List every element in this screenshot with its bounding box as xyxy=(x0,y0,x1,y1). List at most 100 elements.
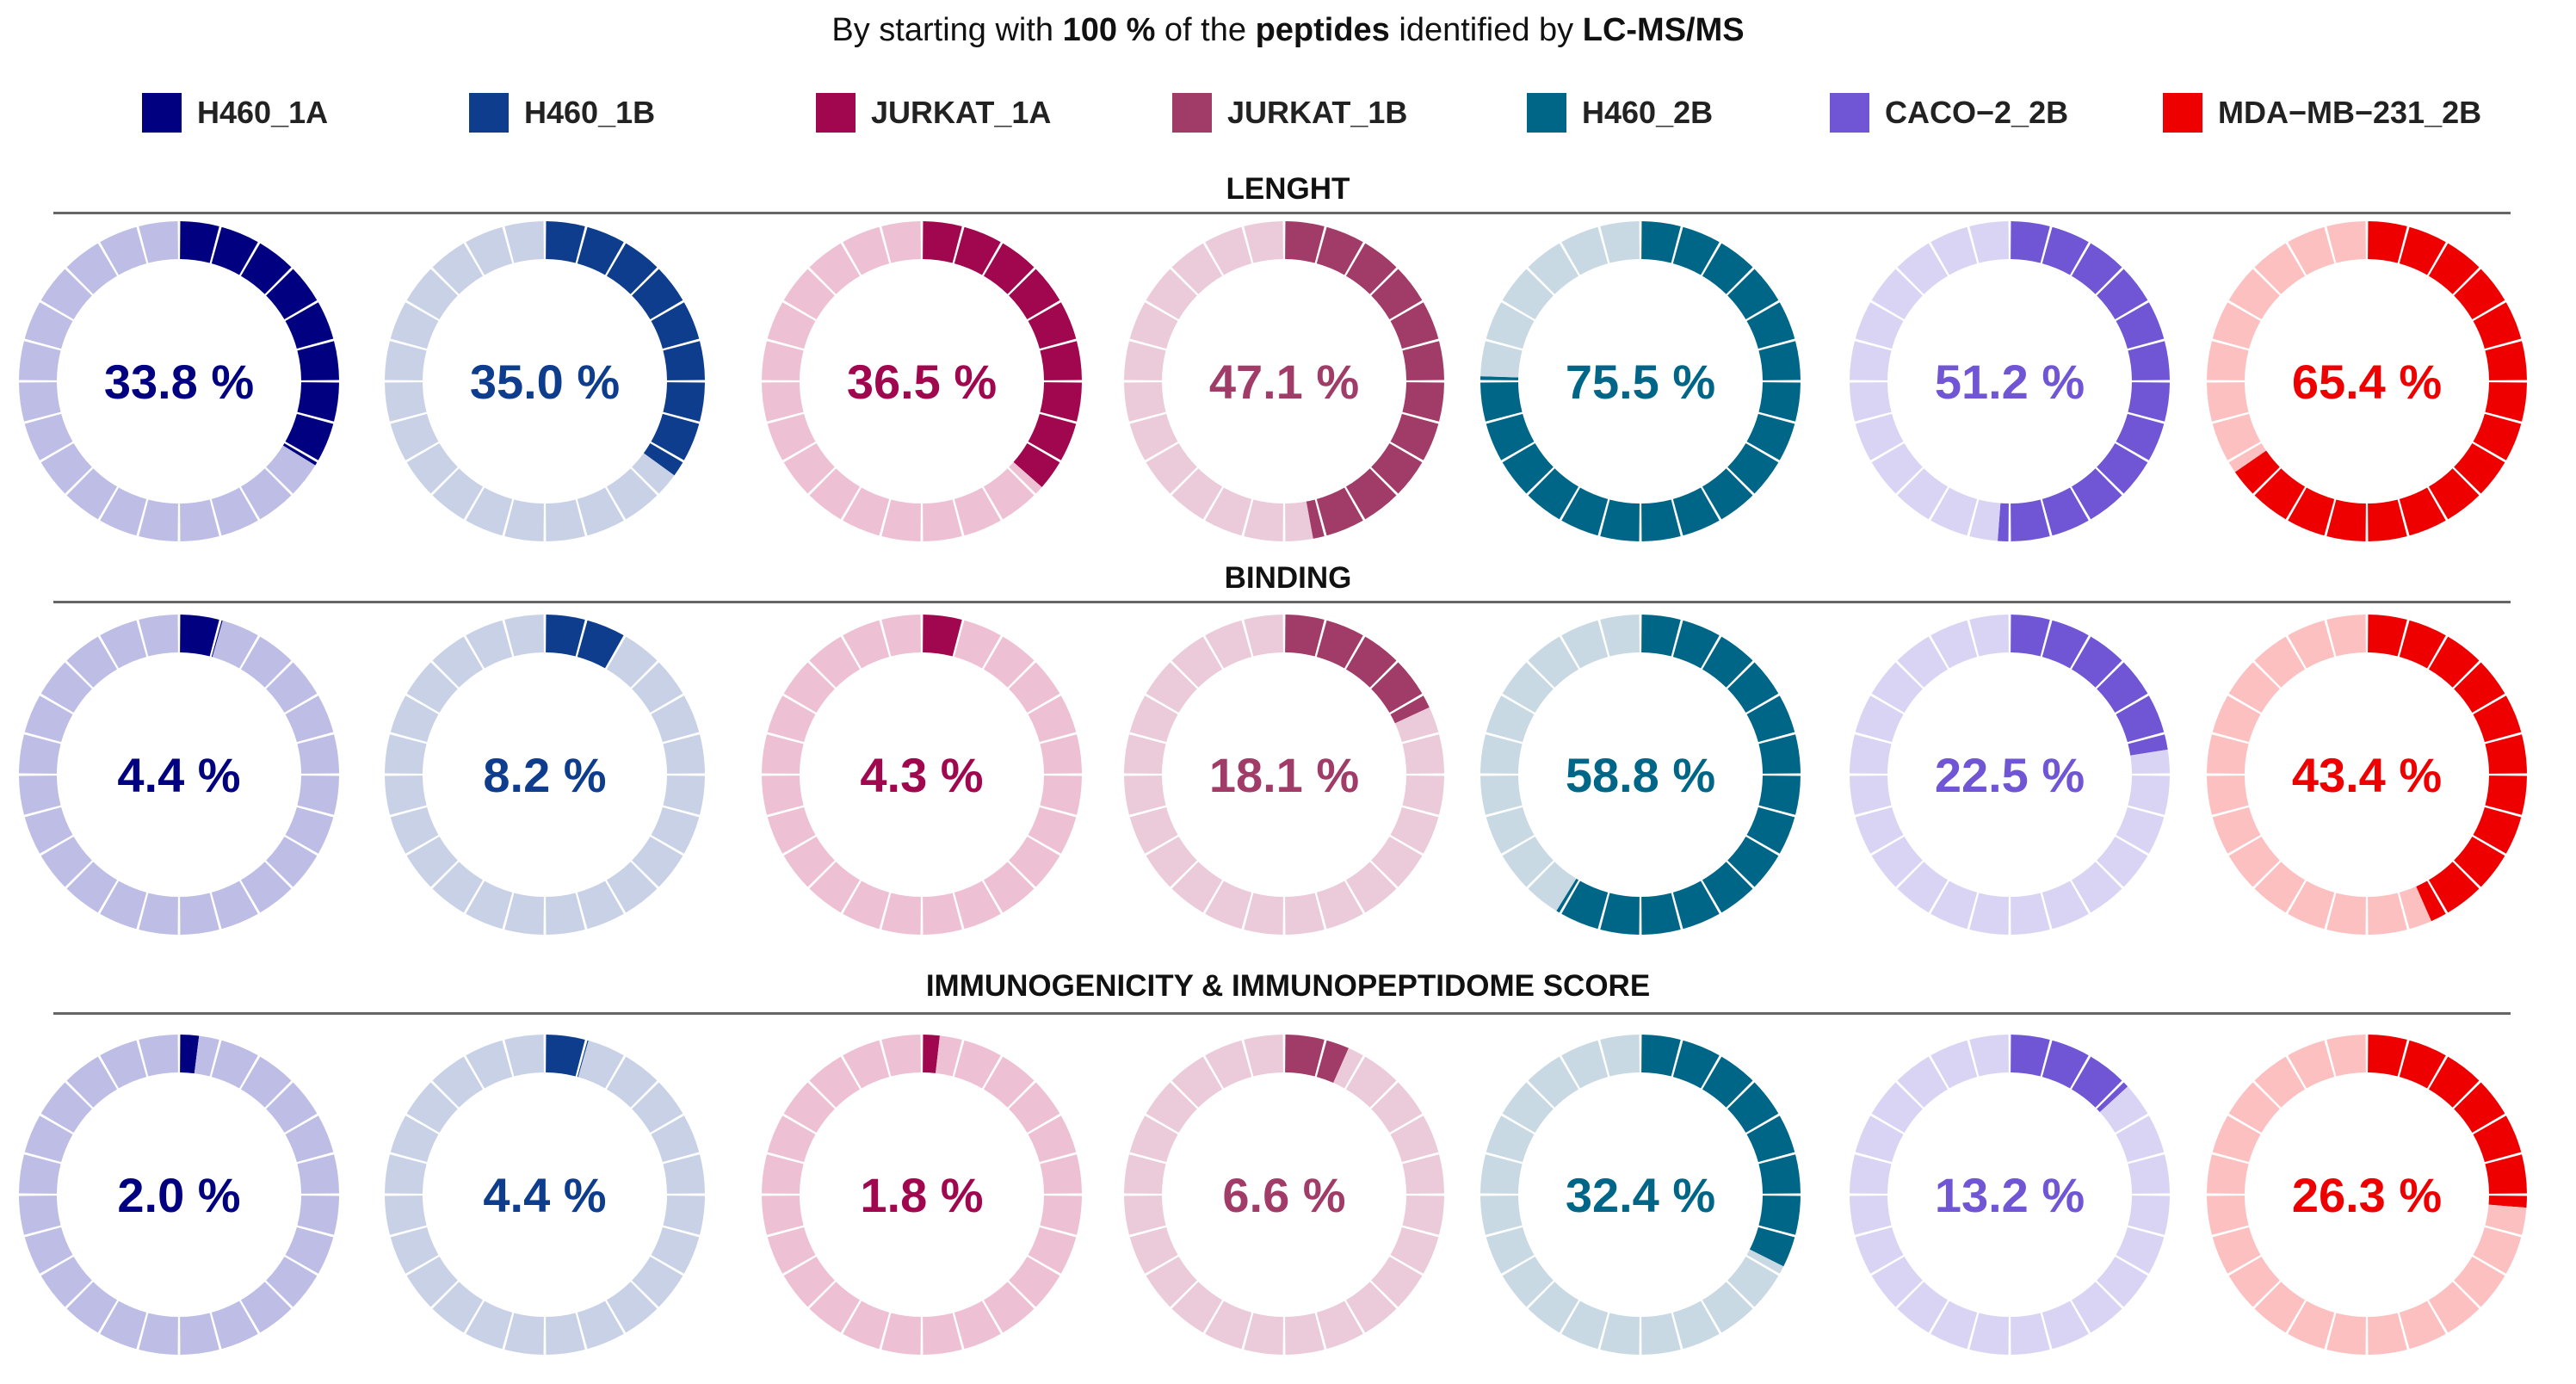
donut-segment-empty xyxy=(1871,662,1923,714)
donut-segment-empty xyxy=(1850,382,1892,422)
donut-segment-empty xyxy=(1124,775,1166,815)
donut-segment-empty xyxy=(1028,806,1077,854)
donut-segment-empty xyxy=(1009,1082,1060,1134)
donut-segment-empty xyxy=(1850,1154,1892,1194)
donut-segment-empty xyxy=(1528,243,1579,294)
donut-segment-empty xyxy=(1561,1301,1609,1350)
donut-segment-empty xyxy=(1480,1154,1523,1194)
donut-segment-empty xyxy=(211,1040,258,1089)
donut-segment-filled xyxy=(1285,615,1325,657)
donut-1-h460-1a: 33.8 % xyxy=(19,221,339,541)
donut-segment-empty xyxy=(1285,1313,1325,1355)
donut-segment-filled xyxy=(2428,636,2480,688)
donut-percent-label: 1.8 % xyxy=(860,1168,983,1222)
donut-segment-empty xyxy=(2212,413,2261,460)
donut-segment-filled xyxy=(2454,662,2505,714)
donut-segment-empty xyxy=(1129,1115,1178,1163)
donut-percent-label: 35.0 % xyxy=(470,355,620,409)
legend-item-h460-1a: H460_1A xyxy=(142,93,328,133)
donut-percent-label: 2.0 % xyxy=(117,1168,240,1222)
donut-segment-empty xyxy=(194,1035,219,1077)
donut-segment-empty xyxy=(762,734,804,774)
legend-swatch xyxy=(1172,93,1212,133)
donut-segment-empty xyxy=(240,636,292,688)
donut-segment-filled xyxy=(1561,880,1609,930)
donut-segment-empty xyxy=(1171,468,1223,520)
donut-segment-empty xyxy=(406,442,458,494)
donut-segment-empty xyxy=(2326,1035,2366,1077)
donut-segment-filled xyxy=(954,226,1001,275)
donut-segment-empty xyxy=(240,468,292,520)
donut-segment-empty xyxy=(66,1056,118,1108)
donut-segment-filled xyxy=(983,243,1035,294)
donut-3-jurkat-1a: 1.8 % xyxy=(762,1035,1082,1355)
legend-item-jurkat-1a: JURKAT_1A xyxy=(816,93,1051,133)
donut-segment-empty xyxy=(1040,1196,1082,1235)
donut-segment-empty xyxy=(1009,836,1060,887)
donut-segment-filled xyxy=(1502,442,1554,494)
donut-segment-filled xyxy=(180,615,219,657)
donut-segment-empty xyxy=(1486,1226,1535,1274)
donut-segment-filled xyxy=(2116,413,2165,460)
donut-segment-empty xyxy=(266,1256,318,1307)
donut-segment-filled xyxy=(651,302,700,349)
donut-segment-empty xyxy=(1600,615,1640,657)
donut-segment-filled xyxy=(2368,615,2407,657)
donut-segment-filled xyxy=(1528,468,1579,520)
donut-segment-filled xyxy=(1040,382,1082,422)
donut-segment-empty xyxy=(1390,1226,1439,1274)
donut-segment-empty xyxy=(881,499,921,541)
donut-segment-empty xyxy=(546,893,585,935)
donut-segment-empty xyxy=(809,1056,861,1108)
donut-segment-empty xyxy=(406,1256,458,1307)
donut-segment-empty xyxy=(2130,749,2170,774)
title-mid1: of the xyxy=(1155,12,1256,48)
donut-segment-empty xyxy=(1897,468,1949,520)
donut-1-h460-2b: 75.5 % xyxy=(1480,221,1801,541)
donut-segment-empty xyxy=(1528,636,1579,688)
donut-segment-empty xyxy=(285,695,334,743)
legend-item-jurkat-1b: JURKAT_1B xyxy=(1172,93,1407,133)
donut-segment-empty xyxy=(211,880,258,930)
title-bold-percent: 100 % xyxy=(1062,12,1156,48)
donut-segment-filled xyxy=(1390,413,1439,460)
donut-segment-filled xyxy=(2097,442,2148,494)
donut-segment-empty xyxy=(606,1282,658,1333)
legend-label: H460_2B xyxy=(1582,95,1714,130)
donut-1-caco-2-2b: 51.2 % xyxy=(1850,221,2170,541)
legend-swatch xyxy=(1527,93,1566,133)
donut-segment-empty xyxy=(1561,620,1609,669)
donut-segment-empty xyxy=(2399,886,2431,930)
donut-segment-empty xyxy=(432,468,484,520)
donut-segment-filled xyxy=(2011,1035,2050,1077)
donut-segment-empty xyxy=(66,1282,118,1333)
donut-segment-empty xyxy=(1171,1282,1223,1333)
legend-swatch xyxy=(1830,93,1869,133)
donut-segment-empty xyxy=(632,1082,683,1134)
donut-segment-filled xyxy=(2485,382,2527,422)
donut-segment-empty xyxy=(2207,734,2249,774)
donut-segment-filled xyxy=(1641,499,1681,541)
donut-segment-filled xyxy=(663,341,705,380)
donut-segment-empty xyxy=(843,1040,890,1089)
donut-segment-empty xyxy=(2011,1313,2050,1355)
donut-segment-empty xyxy=(1561,226,1609,275)
donut-percent-label: 75.5 % xyxy=(1566,355,1715,409)
donut-segment-empty xyxy=(24,695,73,743)
donut-segment-empty xyxy=(2212,1226,2261,1274)
donut-segment-empty xyxy=(1871,269,1923,320)
donut-segment-filled xyxy=(923,1035,940,1073)
donut-segment-filled xyxy=(1345,636,1397,688)
donut-segment-empty xyxy=(1028,1226,1077,1274)
donut-percent-label: 47.1 % xyxy=(1209,355,1359,409)
donut-segment-empty xyxy=(606,468,658,520)
donut-segment-filled xyxy=(240,243,292,294)
donut-segment-empty xyxy=(546,499,585,541)
legend-label: JURKAT_1B xyxy=(1227,95,1408,130)
donut-segment-empty xyxy=(1244,893,1283,935)
donut-segment-empty xyxy=(1528,1056,1579,1108)
donut-segment-filled xyxy=(297,341,339,380)
donut-segment-empty xyxy=(632,662,683,714)
donut-segment-empty xyxy=(2399,1301,2446,1350)
donut-segment-empty xyxy=(546,1313,585,1355)
